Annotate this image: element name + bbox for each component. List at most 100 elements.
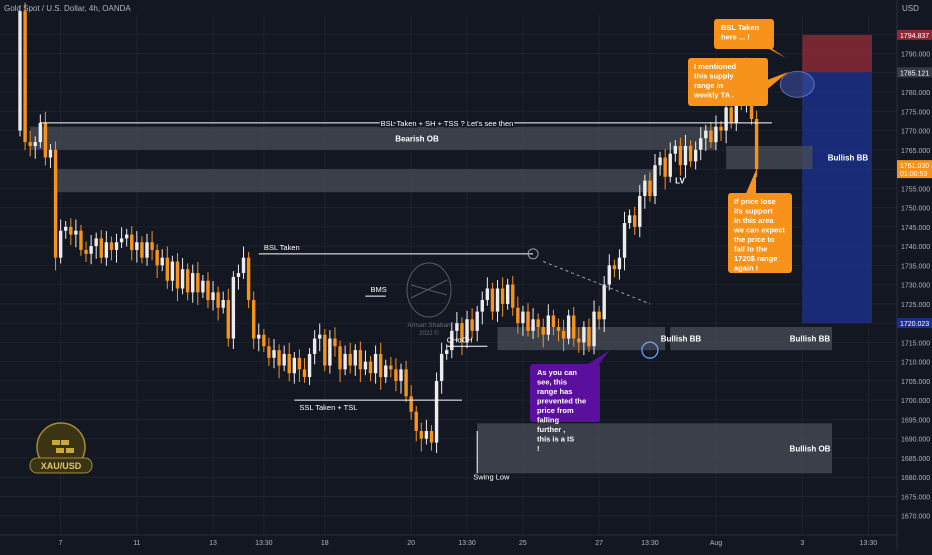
candle-body bbox=[704, 130, 708, 139]
bearish-ob-label: Bearish OB bbox=[395, 134, 439, 143]
watermark-net-line bbox=[410, 284, 448, 296]
candle-body bbox=[145, 242, 149, 258]
lv-gap-label: LV bbox=[675, 177, 685, 186]
price-label-box bbox=[897, 160, 932, 179]
gold-bar-shape bbox=[61, 440, 69, 445]
y-tick-label: 1670.000 bbox=[901, 514, 930, 521]
support-break-callout-text: If price lose its support in this area we c… bbox=[733, 197, 785, 273]
candle-body bbox=[683, 145, 688, 166]
candle-body bbox=[602, 284, 606, 320]
candle-body bbox=[160, 257, 164, 266]
is-callout-pointer bbox=[582, 350, 610, 368]
candle-body bbox=[475, 311, 479, 331]
candle-body bbox=[719, 126, 723, 131]
candle-body bbox=[394, 369, 398, 381]
bullish-bb-right-label: Bullish BB bbox=[790, 335, 831, 344]
support-break-callout-box bbox=[728, 193, 792, 273]
bullish-bb-small-zone bbox=[497, 327, 666, 351]
candle-body bbox=[104, 242, 109, 258]
price-label-value: 1794.837 bbox=[900, 33, 929, 40]
candle-body bbox=[23, 11, 27, 143]
candle-body bbox=[693, 149, 698, 162]
choch-label: CHoCH bbox=[447, 335, 473, 344]
supply-range-callout-text: I mentioned this supply range in weekly TA … bbox=[693, 62, 737, 100]
y-tick-label: 1695.000 bbox=[901, 417, 930, 424]
candle-body bbox=[505, 284, 510, 304]
candle-body bbox=[439, 353, 444, 381]
x-tick-label: 20 bbox=[407, 540, 415, 547]
price-label-box bbox=[897, 67, 932, 78]
candle-body bbox=[541, 327, 545, 335]
candle-body bbox=[318, 334, 322, 339]
candle-body bbox=[480, 300, 484, 312]
is-circle-marker bbox=[641, 341, 659, 359]
candle-body bbox=[490, 288, 495, 312]
candle-body bbox=[582, 327, 586, 343]
candle-body bbox=[201, 280, 205, 293]
bsl-taken-label: BSL Taken bbox=[264, 243, 300, 252]
bullish-ob-zone bbox=[477, 423, 832, 474]
y-tick-label: 1765.000 bbox=[901, 148, 930, 155]
bullish-bb-right-zone bbox=[670, 327, 832, 351]
candle-body bbox=[292, 357, 297, 374]
candle-body bbox=[373, 353, 378, 374]
candle-body bbox=[363, 361, 368, 370]
candle-body bbox=[206, 280, 210, 301]
candle-body bbox=[409, 396, 413, 412]
candle-body bbox=[165, 257, 170, 281]
candle-body bbox=[404, 369, 408, 397]
candle-body bbox=[119, 238, 124, 243]
candle-body bbox=[709, 130, 713, 143]
y-tick-label: 1775.000 bbox=[901, 109, 930, 116]
candle-body bbox=[150, 242, 154, 250]
watermark-net-line bbox=[410, 279, 448, 299]
candle-body bbox=[358, 350, 363, 370]
candle-body bbox=[668, 153, 672, 177]
y-tick-label: 1730.000 bbox=[901, 283, 930, 290]
candle-body bbox=[536, 319, 540, 327]
candle-body bbox=[495, 288, 500, 312]
is-callout-text: As you can see, this range has prevented th… bbox=[537, 368, 586, 453]
price-label-box bbox=[897, 318, 932, 329]
candle-body bbox=[79, 230, 83, 250]
bsl-taken-callout-text: BSL Taken here ... ! bbox=[721, 23, 759, 42]
candle-body bbox=[531, 319, 535, 331]
x-tick-label: 3 bbox=[800, 540, 804, 547]
candle-body bbox=[429, 431, 434, 443]
candle-body bbox=[556, 327, 561, 331]
x-tick-label: 13:30 bbox=[255, 540, 273, 547]
candle-body bbox=[231, 276, 236, 339]
x-tick-label: 13 bbox=[209, 540, 217, 547]
candle-body bbox=[627, 215, 632, 223]
candle-body bbox=[643, 180, 647, 197]
candle-body bbox=[622, 223, 627, 258]
gold-bar-shape bbox=[52, 440, 60, 445]
candle-body bbox=[272, 350, 276, 358]
lv-gap-zone bbox=[55, 169, 656, 193]
candle-body bbox=[617, 257, 622, 270]
candle-body bbox=[648, 180, 652, 197]
candle-body bbox=[94, 238, 98, 247]
candle-body bbox=[587, 327, 591, 347]
candle-body bbox=[470, 319, 474, 331]
x-tick-label: 27 bbox=[595, 540, 603, 547]
candle-body bbox=[434, 380, 439, 443]
candle-body bbox=[577, 338, 581, 343]
brain-face-icon bbox=[406, 262, 452, 318]
price-label-box bbox=[897, 29, 932, 40]
candle-body bbox=[511, 284, 515, 308]
candle-body bbox=[653, 165, 657, 197]
candle-body bbox=[287, 353, 291, 374]
badge-label: XAU/USD bbox=[41, 461, 82, 471]
x-tick-label: 7 bbox=[59, 540, 63, 547]
y-tick-label: 1710.000 bbox=[901, 360, 930, 367]
bsl-circle-marker bbox=[779, 70, 815, 98]
candle-body bbox=[211, 292, 215, 301]
candle-body bbox=[546, 315, 551, 335]
ssl-label: SSL Taken + TSL bbox=[299, 403, 357, 412]
watermark-name: Arman Shaban bbox=[407, 322, 451, 329]
candle-body bbox=[170, 261, 175, 281]
candle-body bbox=[612, 265, 617, 270]
